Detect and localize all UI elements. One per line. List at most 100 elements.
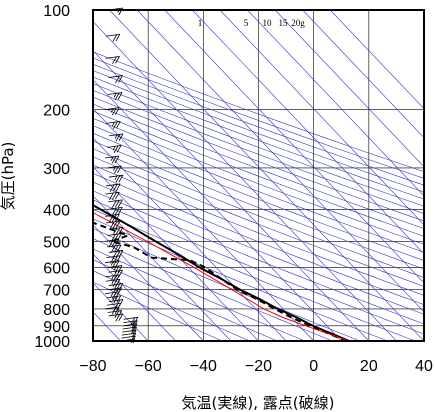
wind-barb — [106, 120, 121, 129]
wind-barb — [108, 92, 123, 101]
y-tick-label: 700 — [43, 283, 70, 300]
isotherm-line — [93, 253, 176, 341]
mixing-ratio-label: 20g — [291, 18, 305, 28]
isotherm-line — [219, 10, 424, 226]
wind-barb — [123, 320, 138, 328]
wind-barb-half-flag — [131, 324, 135, 329]
wind-barb-half-flag — [113, 288, 117, 293]
wind-barb-flag — [116, 145, 122, 153]
wind-barb-flag — [132, 323, 138, 332]
wind-barb-half-flag — [112, 296, 116, 301]
wind-barb-staff — [105, 213, 120, 217]
wind-barb-flag — [115, 75, 120, 84]
wind-barb-half-flag — [110, 261, 114, 266]
wind-barb-flag — [117, 165, 122, 174]
dry-adiabat-line — [93, 110, 424, 237]
dewpoint-line — [93, 221, 348, 341]
dry-adiabat-line — [93, 96, 424, 222]
wind-barb-flag — [111, 207, 117, 216]
wind-barb-flag — [118, 313, 124, 322]
wind-barb-flag — [111, 260, 117, 269]
wind-barb — [122, 326, 137, 335]
wind-barb-half-flag — [113, 93, 117, 98]
dry-adiabat-line — [93, 238, 333, 341]
wind-barb-flag — [109, 184, 115, 192]
wind-barb-half-flag — [113, 166, 116, 171]
dry-adiabat-line — [93, 51, 424, 173]
wind-barb-flag — [111, 234, 116, 242]
x-axis-label: 気温(実線), 露点(破線) — [182, 394, 335, 412]
dry-adiabat-line — [93, 164, 424, 296]
wind-barb — [123, 316, 139, 325]
dry-adiabat-line — [93, 259, 278, 341]
wind-barb — [107, 244, 122, 253]
wind-barb-flag — [112, 214, 117, 222]
wind-barb-staff — [107, 165, 122, 169]
mixing-ratio-label: 10 — [263, 18, 273, 28]
wind-barb — [122, 323, 138, 332]
y-tick-label: 400 — [43, 202, 70, 219]
dry-adiabat-line — [93, 57, 424, 179]
wind-barb-staff — [108, 283, 123, 286]
isotherm-line — [192, 10, 424, 255]
isotherm-line — [93, 282, 149, 341]
y-tick-label: 600 — [43, 261, 70, 278]
dry-adiabat-line — [93, 148, 424, 278]
wind-barb-flag — [109, 221, 115, 229]
x-tick-label: 0 — [309, 358, 318, 375]
wind-barb-flag — [111, 200, 117, 208]
wind-barb-flag — [111, 192, 117, 200]
wind-barb-staff — [107, 287, 122, 291]
wind-barb-flag — [115, 227, 121, 235]
y-tick-label: 100 — [43, 3, 70, 20]
wind-barb-half-flag — [110, 292, 114, 297]
mixing-ratio-labels: 1 5 10 15 20g — [198, 18, 306, 28]
y-tick-label: 500 — [43, 234, 70, 251]
wind-barb — [105, 260, 120, 269]
wind-barb — [107, 144, 122, 153]
wind-barb-flag — [116, 295, 122, 303]
wind-barb-flag — [117, 310, 123, 318]
wind-barb-flag — [118, 283, 124, 291]
x-tick-label: −80 — [79, 358, 106, 375]
wind-barb — [108, 199, 123, 208]
isotherm-line — [274, 10, 424, 168]
isotherm-line — [93, 108, 314, 341]
wind-barb-flag — [130, 317, 136, 325]
wind-barb-flag — [113, 245, 119, 253]
wind-barb-staff — [108, 299, 124, 302]
isotherm-line — [136, 10, 424, 313]
wind-barb-half-flag — [114, 175, 118, 181]
wind-barb-layer — [104, 7, 139, 344]
wind-barb-staff — [122, 329, 137, 333]
y-tick-label: 200 — [43, 103, 70, 120]
wind-barb-flag — [115, 183, 121, 192]
wind-barb-flag — [115, 250, 121, 259]
isotherm-line — [329, 10, 424, 110]
wind-barb-staff — [122, 323, 138, 327]
y-tick-label: 300 — [43, 161, 70, 178]
wind-barb — [107, 165, 122, 174]
wind-barb-staff — [106, 302, 121, 306]
wind-barb-flag — [112, 34, 118, 42]
x-tick-label: −20 — [245, 358, 272, 375]
x-tick-label: 40 — [415, 358, 433, 375]
wind-barb-staff — [123, 320, 138, 324]
wind-barb-staff — [105, 278, 120, 282]
wind-barb-flag — [114, 287, 120, 296]
dry-adiabat-line — [93, 218, 388, 341]
wind-barb-flag — [110, 245, 116, 253]
wind-barb-flag — [118, 175, 124, 183]
mixing-ratio-label: 15 — [279, 18, 289, 28]
wind-barb-flag — [113, 121, 118, 129]
parcel-path-line — [93, 212, 350, 341]
x-tick-label: −40 — [190, 358, 217, 375]
wind-barb-flag — [117, 207, 123, 215]
wind-barb-staff — [108, 199, 123, 203]
wind-barb-staff — [105, 33, 120, 37]
wind-barb-flag — [112, 56, 117, 64]
isotherm-line — [93, 166, 259, 341]
wind-barb-staff — [105, 55, 120, 59]
